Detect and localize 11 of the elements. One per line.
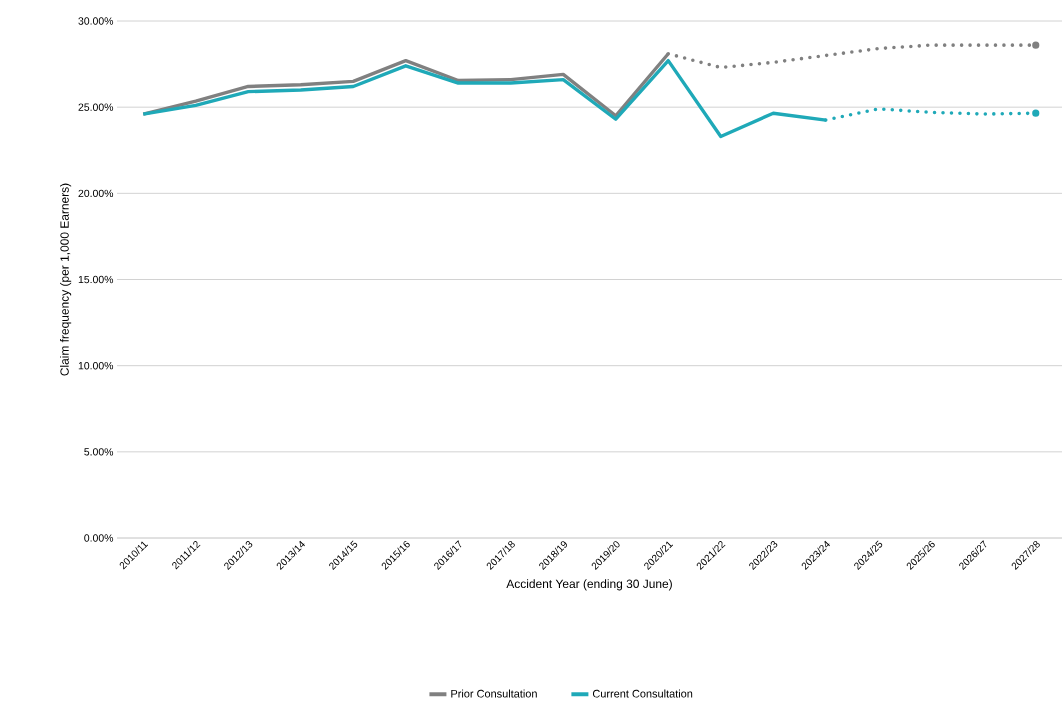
y-tick-label: 0.00% <box>84 534 114 542</box>
y-tick-label: 10.00% <box>78 361 114 370</box>
legend-label: Prior Consultation <box>451 689 537 698</box>
y-tick-label: 25.00% <box>78 103 114 111</box>
legend-label: Current Consultation <box>592 689 693 698</box>
y-tick-label: 5.00% <box>84 448 114 456</box>
x-axis-title: Accident Year (ending 30 June) <box>506 579 672 591</box>
y-tick-label: 15.00% <box>78 275 114 284</box>
y-axis-title: Claim frequency (per 1,000 Earners) <box>60 183 72 376</box>
y-tick-label: 20.00% <box>78 189 114 198</box>
y-tick-label: 30.00% <box>78 17 114 25</box>
